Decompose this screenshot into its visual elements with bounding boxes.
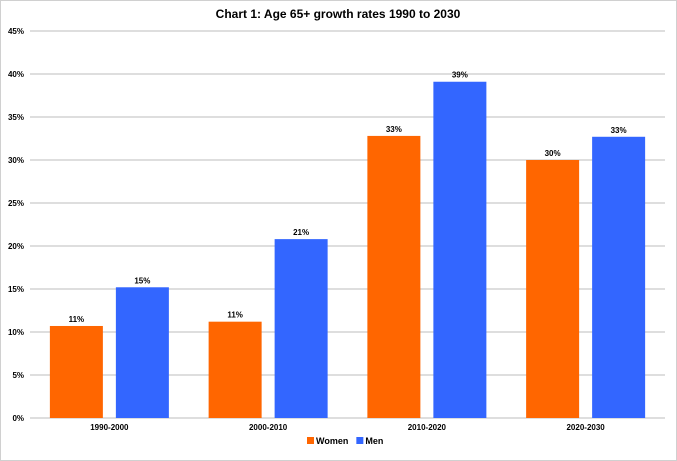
bar-women: [208, 321, 262, 418]
y-axis-tick-labels: 0% 5% 10% 15% 20% 25% 30% 35% 40% 45%: [8, 27, 24, 423]
legend-swatch-men: [356, 437, 364, 444]
data-label: 15%: [134, 276, 150, 285]
bar-men: [433, 81, 487, 419]
y-tick-label: 35%: [8, 113, 24, 122]
category-label: 2010-2020: [408, 423, 447, 432]
data-label: 30%: [545, 149, 561, 158]
data-label: 33%: [386, 125, 402, 134]
y-tick-label: 5%: [12, 371, 24, 380]
data-label: 11%: [227, 311, 243, 320]
y-tick-label: 0%: [12, 414, 24, 423]
data-label: 21%: [293, 228, 309, 237]
bar-men: [274, 239, 328, 418]
category-label: 2020-2030: [566, 423, 605, 432]
data-labels: 11% 15% 11% 21% 33% 39% 30% 33%: [69, 71, 627, 324]
y-tick-label: 40%: [8, 70, 24, 79]
y-tick-label: 15%: [8, 285, 24, 294]
bar-men: [592, 136, 646, 418]
x-axis-category-labels: 1990-2000 2000-2010 2010-2020 2020-2030: [90, 423, 605, 432]
bars: [49, 81, 646, 419]
category-label: 2000-2010: [249, 423, 288, 432]
data-label: 33%: [611, 126, 627, 135]
data-label: 39%: [452, 71, 468, 80]
bar-women: [367, 135, 421, 419]
y-tick-label: 30%: [8, 156, 24, 165]
y-tick-label: 20%: [8, 242, 24, 251]
y-tick-label: 45%: [8, 27, 24, 36]
legend-swatch-women: [307, 437, 314, 444]
legend: Women Men: [307, 436, 383, 446]
data-label: 11%: [69, 315, 85, 324]
category-label: 1990-2000: [90, 423, 129, 432]
chart-title: Chart 1: Age 65+ growth rates 1990 to 20…: [216, 7, 461, 21]
y-tick-label: 10%: [8, 328, 24, 337]
bar-women: [49, 325, 103, 418]
legend-label: Men: [365, 436, 383, 446]
bar-women: [526, 160, 580, 418]
y-tick-label: 25%: [8, 199, 24, 208]
legend-label: Women: [316, 436, 348, 446]
bar-men: [115, 287, 169, 418]
